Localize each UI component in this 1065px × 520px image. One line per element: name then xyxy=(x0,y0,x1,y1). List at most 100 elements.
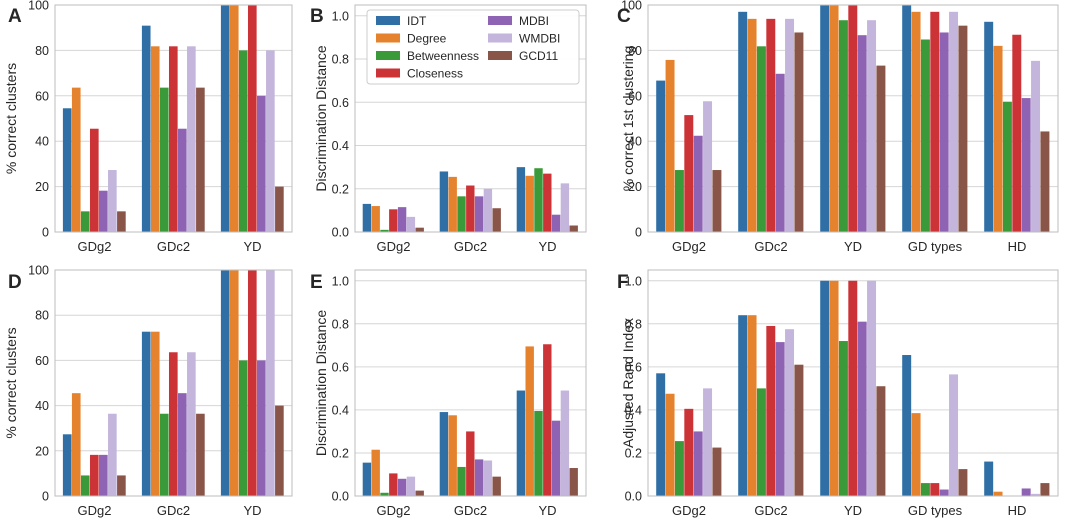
bar-closeness-gdg2 xyxy=(89,128,99,232)
y-tick-label: 0.8 xyxy=(332,53,349,67)
x-tick-label-hd: HD xyxy=(1008,239,1027,254)
bar-idt-gdc2 xyxy=(141,25,151,232)
y-tick-label: 1.0 xyxy=(625,274,642,288)
bar-degree-gdg2 xyxy=(371,449,380,496)
bar-degree-gdg2 xyxy=(665,393,675,496)
bar-gcd11-gdg2 xyxy=(117,211,126,232)
y-tick-label: 0 xyxy=(635,226,642,240)
bar-idt-hd xyxy=(984,21,994,232)
bar-closeness-gd-types xyxy=(930,11,940,233)
bar-gcd11-yd xyxy=(569,468,578,496)
y-tick-label: 0.8 xyxy=(625,317,642,331)
x-tick-label-gdc2: GDc2 xyxy=(454,503,487,518)
bar-degree-gd-types xyxy=(911,413,921,496)
y-tick-label: 0.0 xyxy=(332,226,349,240)
legend-label-degree: Degree xyxy=(407,32,447,46)
y-tick-label: 40 xyxy=(35,135,49,149)
bar-closeness-hd xyxy=(1012,34,1022,232)
bar-wmdbi-gdc2 xyxy=(785,329,795,496)
bar-gcd11-gdg2 xyxy=(415,490,424,496)
bar-closeness-yd xyxy=(247,5,257,232)
bar-mdbi-yd xyxy=(257,360,266,496)
bar-mdbi-yd xyxy=(257,95,266,232)
bar-gcd11-yd xyxy=(876,65,886,232)
bar-closeness-yd xyxy=(848,280,858,496)
bar-betweenness-gdc2 xyxy=(756,46,766,233)
bar-mdbi-yd xyxy=(551,420,561,496)
y-axis-title: % correct clusters xyxy=(3,63,19,174)
bar-wmdbi-gdg2 xyxy=(703,388,713,496)
bar-mdbi-gd-types xyxy=(939,489,949,496)
bar-wmdbi-gd-types xyxy=(949,374,959,496)
x-tick-label-gdg2: GDg2 xyxy=(672,239,706,254)
y-tick-label: 0 xyxy=(42,226,49,240)
bar-mdbi-gdc2 xyxy=(474,196,484,232)
bar-betweenness-gdc2 xyxy=(756,388,766,496)
bar-gcd11-gdc2 xyxy=(794,364,804,496)
bar-idt-gdc2 xyxy=(738,11,748,233)
y-tick-label: 20 xyxy=(35,444,49,458)
bar-closeness-gdg2 xyxy=(684,408,694,496)
y-tick-label: 60 xyxy=(628,89,642,103)
bar-wmdbi-gdg2 xyxy=(406,476,416,496)
y-tick-label: 1.0 xyxy=(332,274,349,288)
chart-panel-e: 0.0 0.2 0.4 0.6 0.8 1.0 GDg2 GDc2 YD Discriminati… xyxy=(310,269,587,518)
y-tick-label: 0.4 xyxy=(332,403,349,417)
y-axis-title: % correct 1st clustering xyxy=(620,46,636,192)
bar-idt-yd xyxy=(220,5,230,232)
bar-closeness-gd-types xyxy=(930,483,940,496)
bar-mdbi-gdg2 xyxy=(693,135,703,232)
bar-closeness-gdc2 xyxy=(168,46,178,233)
x-tick-label-gdg2: GDg2 xyxy=(377,503,411,518)
bar-idt-gdc2 xyxy=(439,171,449,232)
x-tick-label-yd: YD xyxy=(243,239,261,254)
bar-gcd11-gdg2 xyxy=(117,475,126,496)
bar-mdbi-hd xyxy=(1021,98,1031,232)
plot-frame xyxy=(647,4,1059,233)
bar-gcd11-yd xyxy=(569,225,578,232)
y-tick-label: 1.0 xyxy=(332,9,349,23)
bar-wmdbi-gdg2 xyxy=(703,101,713,232)
bar-degree-gdg2 xyxy=(71,87,81,232)
bar-betweenness-yd xyxy=(838,341,848,496)
bar-degree-gdc2 xyxy=(747,315,757,496)
legend-box xyxy=(366,9,580,85)
y-axis-title: Discrimination Distance xyxy=(313,310,329,456)
x-tick-label-gd-types: GD types xyxy=(908,503,963,518)
bar-wmdbi-gdg2 xyxy=(406,216,416,232)
legend-swatch-degree xyxy=(376,33,400,43)
y-tick-label: 40 xyxy=(628,135,642,149)
bar-idt-gdg2 xyxy=(62,108,72,232)
y-tick-label: 0.0 xyxy=(332,490,349,504)
bar-betweenness-hd xyxy=(1002,101,1012,232)
bar-gcd11-yd xyxy=(275,186,284,232)
bar-degree-yd xyxy=(525,175,534,232)
x-tick-label-yd: YD xyxy=(844,239,862,254)
bar-idt-yd xyxy=(820,280,830,496)
bar-betweenness-gdc2 xyxy=(457,196,466,232)
bar-mdbi-yd xyxy=(857,321,867,496)
y-axis-title: % correct clusters xyxy=(3,327,19,438)
bar-betweenness-gdc2 xyxy=(159,87,169,232)
x-tick-label-hd: HD xyxy=(1008,503,1027,518)
bar-gcd11-yd xyxy=(876,386,886,496)
bar-degree-yd xyxy=(829,5,839,232)
bar-wmdbi-gd-types xyxy=(949,11,959,233)
legend-swatch-closeness xyxy=(376,68,400,78)
bar-closeness-gdc2 xyxy=(168,352,178,496)
bar-degree-gdc2 xyxy=(448,415,457,496)
bar-closeness-gdg2 xyxy=(684,115,694,232)
bar-gcd11-hd xyxy=(1040,131,1050,232)
bar-wmdbi-gdg2 xyxy=(108,170,117,232)
legend-label-closeness: Closeness xyxy=(407,67,463,81)
bar-degree-hd xyxy=(993,45,1003,232)
x-tick-label-gdg2: GDg2 xyxy=(78,503,112,518)
bar-betweenness-gdg2 xyxy=(674,441,684,496)
bar-degree-gdc2 xyxy=(150,331,160,496)
bar-degree-yd xyxy=(229,5,239,232)
y-tick-label: 40 xyxy=(35,399,49,413)
bar-mdbi-gd-types xyxy=(939,32,949,232)
bar-mdbi-gdg2 xyxy=(693,431,703,496)
bar-mdbi-yd xyxy=(857,35,867,232)
x-tick-label-gdc2: GDc2 xyxy=(454,239,487,254)
